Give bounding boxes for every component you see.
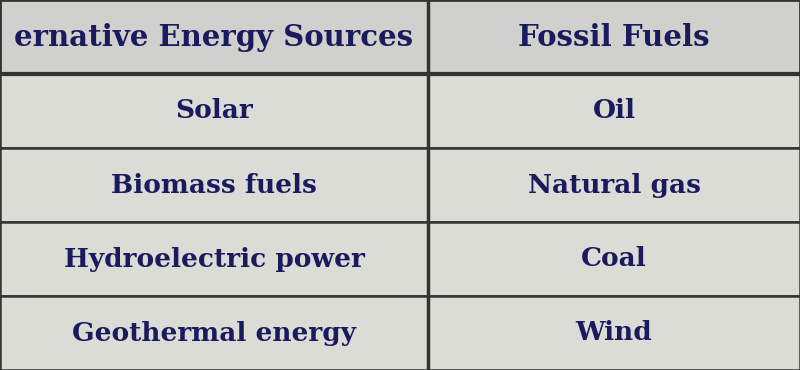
Text: Oil: Oil bbox=[593, 98, 635, 124]
Text: Hydroelectric power: Hydroelectric power bbox=[63, 246, 365, 272]
Text: ernative Energy Sources: ernative Energy Sources bbox=[14, 23, 414, 51]
Text: Coal: Coal bbox=[581, 246, 647, 272]
Bar bbox=[0, 74, 428, 148]
Bar bbox=[428, 0, 800, 74]
Bar bbox=[428, 296, 800, 370]
Bar bbox=[0, 296, 428, 370]
Text: Natural gas: Natural gas bbox=[527, 172, 701, 198]
Text: Wind: Wind bbox=[576, 320, 652, 346]
Bar bbox=[428, 222, 800, 296]
Bar bbox=[0, 222, 428, 296]
Bar bbox=[428, 74, 800, 148]
Bar bbox=[428, 148, 800, 222]
Text: Geothermal energy: Geothermal energy bbox=[72, 320, 356, 346]
Text: Fossil Fuels: Fossil Fuels bbox=[518, 23, 710, 51]
Bar bbox=[0, 0, 428, 74]
Text: Biomass fuels: Biomass fuels bbox=[111, 172, 317, 198]
Bar bbox=[0, 148, 428, 222]
Text: Solar: Solar bbox=[175, 98, 253, 124]
